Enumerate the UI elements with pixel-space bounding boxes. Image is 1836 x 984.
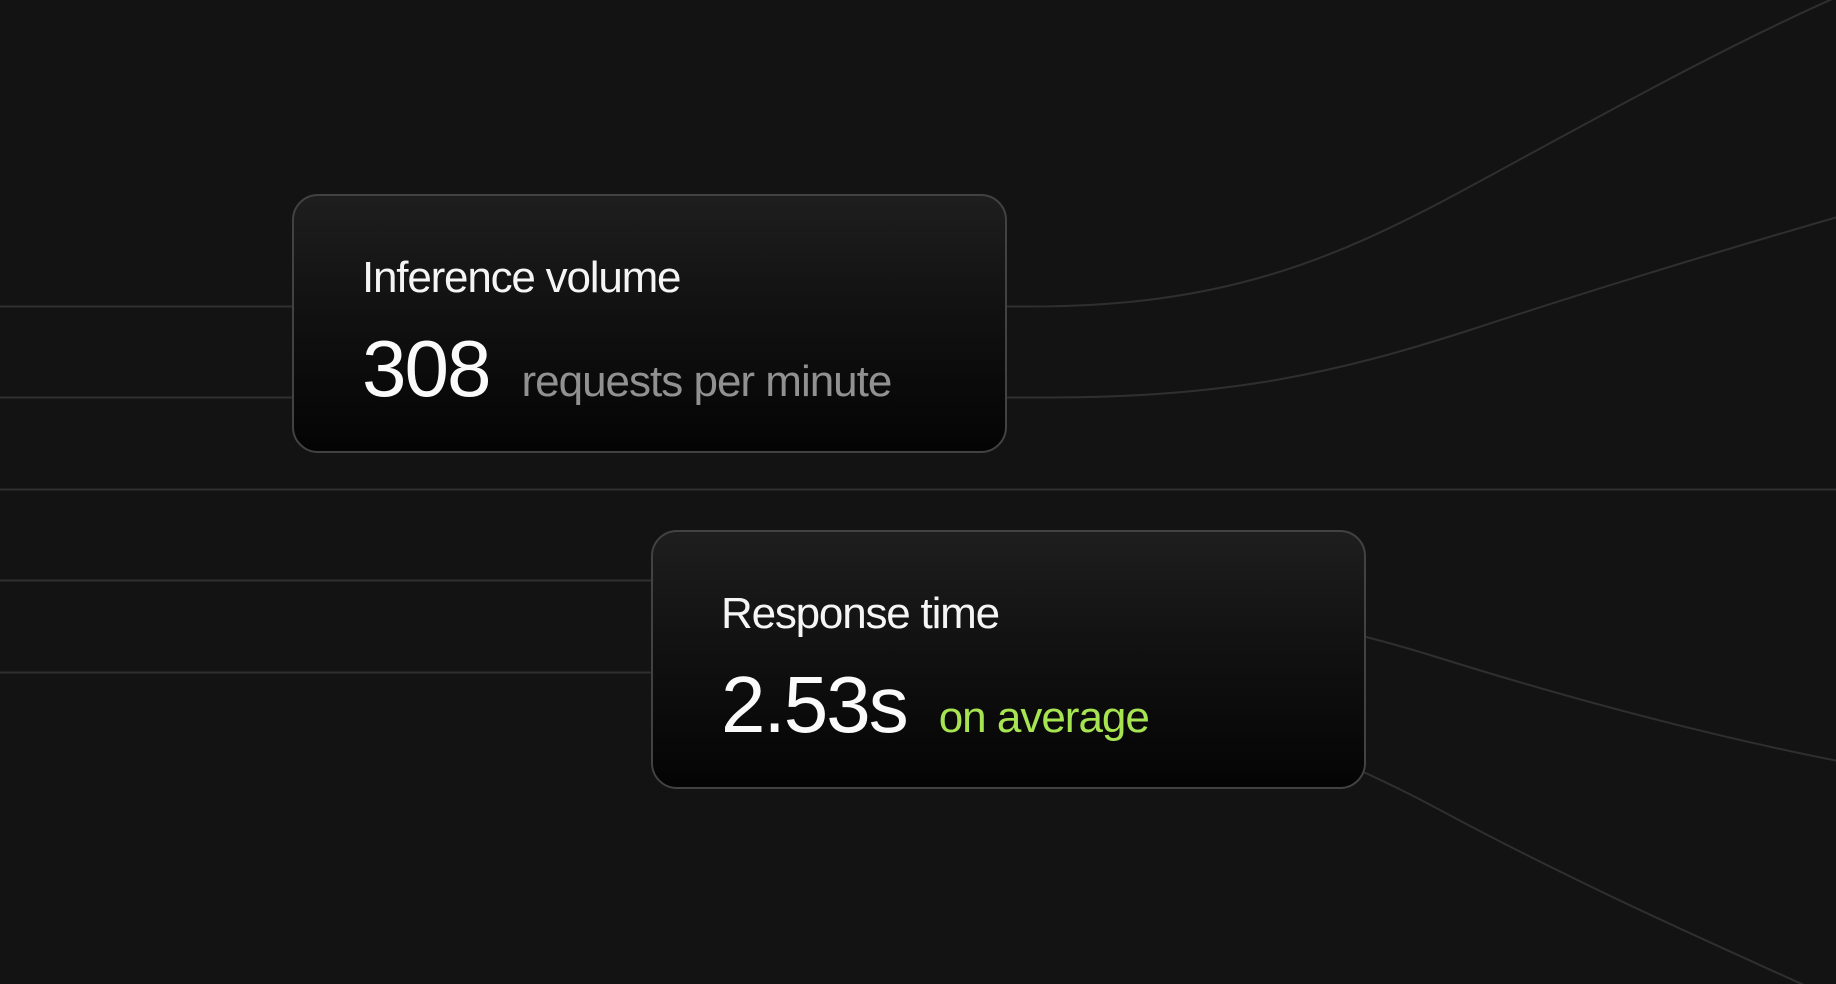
metric-value-row: 2.53s on average [721,659,1296,749]
metric-card-response-time: Response time 2.53s on average [651,530,1366,789]
metric-value-row: 308 requests per minute [362,323,937,413]
metric-title: Response time [721,589,1000,638]
metric-value: 308 [362,323,491,413]
metric-title: Inference volume [362,253,682,302]
flow-line-2 [0,216,1836,399]
metric-value: 2.53s [721,659,909,749]
flow-line-1 [0,0,1833,308]
metric-card-inference-volume: Inference volume 308 requests per minute [292,194,1007,453]
metric-unit: on average [938,692,1150,742]
metric-unit: requests per minute [521,356,892,406]
